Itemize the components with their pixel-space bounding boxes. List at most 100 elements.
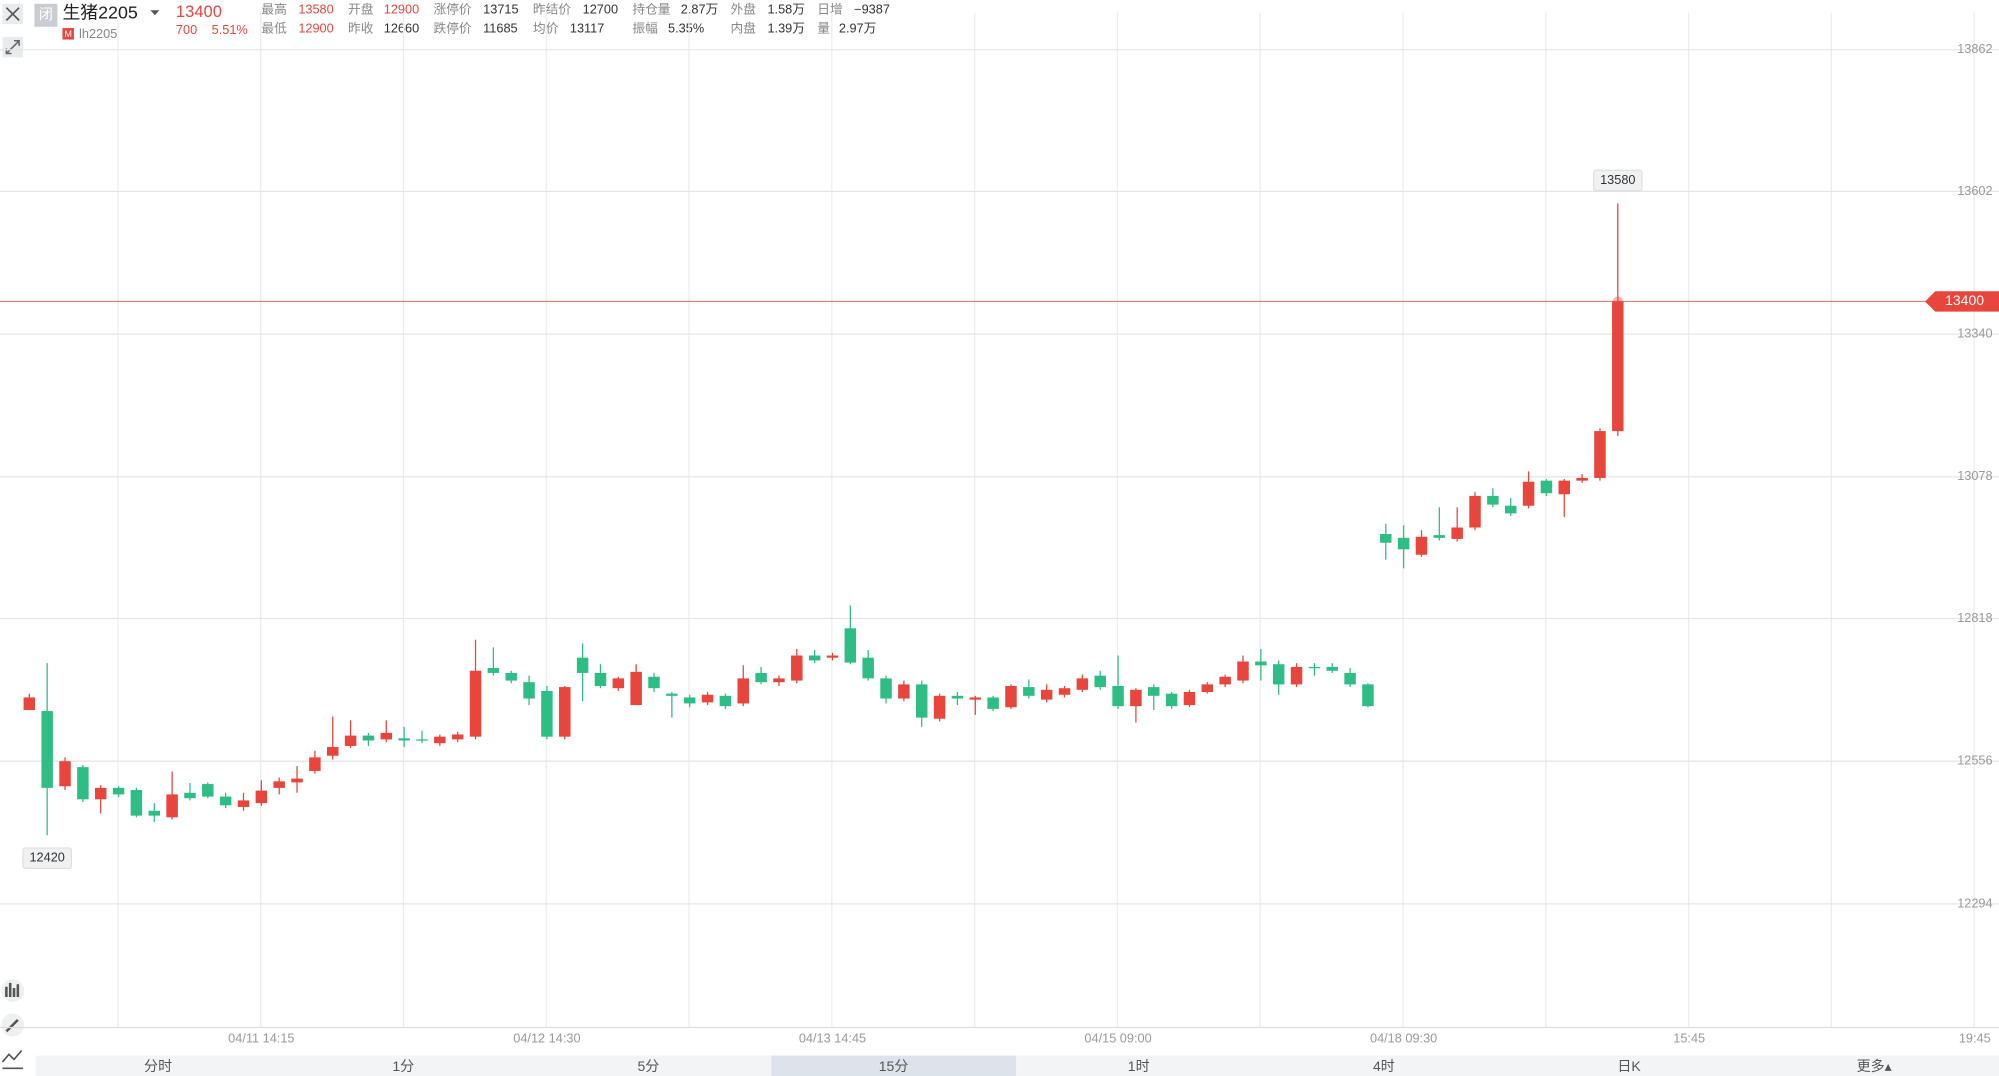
- stat-value: 2.97万: [839, 21, 877, 36]
- candle-body: [416, 739, 428, 741]
- candle-body: [1487, 495, 1499, 505]
- status: 闭: [39, 6, 53, 22]
- change-pct: 5.51%: [212, 22, 248, 37]
- candle-body: [148, 810, 160, 816]
- candle-body: [398, 738, 410, 741]
- candle-body: [933, 695, 946, 719]
- dropdown-icon[interactable]: [150, 10, 160, 16]
- period-tab[interactable]: 更多▴: [1857, 1058, 1892, 1074]
- candle-body: [1237, 661, 1249, 681]
- stat-label: 振幅: [632, 21, 658, 36]
- candle-body: [1255, 661, 1267, 666]
- compare-icon[interactable]: [1, 1049, 23, 1070]
- stat-value: 13117: [570, 21, 604, 36]
- stat-value: 12660: [384, 21, 419, 36]
- candle-body: [1308, 666, 1321, 669]
- stat-value: 12900: [384, 2, 419, 17]
- candle-body: [844, 628, 857, 663]
- extreme-label: 13580: [1600, 172, 1635, 187]
- close-icon: [5, 7, 20, 21]
- candle-body: [451, 734, 464, 740]
- stat-label: 量: [817, 21, 830, 36]
- y-tick-label: 12556: [1957, 753, 1992, 768]
- candle-body: [630, 671, 642, 706]
- candle-body: [969, 697, 982, 700]
- period-tab[interactable]: 4时: [1373, 1058, 1395, 1074]
- candle-body: [862, 657, 874, 679]
- candle-body: [1130, 689, 1142, 707]
- contract-code: lh2205: [79, 26, 117, 41]
- y-tick-label: 12818: [1957, 610, 1992, 625]
- candle-body: [880, 678, 892, 699]
- candle-body: [987, 697, 999, 709]
- candle-body: [1540, 480, 1553, 494]
- candle-body: [1272, 664, 1285, 685]
- candle-body: [1201, 684, 1214, 693]
- period-tab[interactable]: 15分: [879, 1058, 909, 1074]
- y-tick-label: 13602: [1957, 183, 1992, 198]
- stat-value: 12900: [298, 21, 333, 36]
- candle-body: [559, 687, 571, 737]
- tab-bar: [35, 1055, 1999, 1076]
- candle-body: [773, 678, 785, 683]
- stat-value: −9387: [854, 2, 890, 17]
- candle-body: [826, 655, 839, 658]
- candle-body: [523, 682, 535, 699]
- tab-selected: [771, 1055, 1017, 1076]
- candle-body: [701, 694, 714, 703]
- candle-body: [344, 735, 357, 746]
- period-tab[interactable]: 1分: [392, 1058, 414, 1074]
- candle-body: [1290, 666, 1303, 685]
- candle-body: [184, 792, 196, 799]
- candle-body: [362, 735, 375, 741]
- candle-body: [898, 684, 910, 699]
- candle-body: [648, 676, 660, 689]
- candle-body: [755, 672, 767, 683]
- quote-header: 闭 生猪2205 M lh2205 13400 700 5.51%: [34, 2, 248, 41]
- candle-body: [380, 732, 393, 740]
- stat-label: 昨收: [348, 21, 374, 36]
- x-tick-label: 15:45: [1673, 1030, 1705, 1045]
- x-tick-label: 04/18 09:30: [1370, 1030, 1437, 1045]
- x-tick-label: 19:45: [1959, 1030, 1991, 1045]
- last-price-dot: [1612, 296, 1623, 307]
- candle-body: [59, 761, 71, 787]
- stat-label: 跌停价: [433, 21, 471, 36]
- extreme-box: [22, 847, 73, 870]
- candle-body: [1344, 672, 1356, 685]
- change: 700: [176, 22, 197, 37]
- stat-label: 开盘: [348, 2, 374, 17]
- candle-body: [951, 695, 964, 699]
- candle-body: [1362, 684, 1374, 707]
- candle-body: [166, 794, 178, 818]
- market-badge: [62, 28, 74, 40]
- candle-body: [1094, 675, 1106, 688]
- stat-label: 涨停价: [433, 2, 471, 17]
- x-tick-label: 04/11 14:15: [228, 1030, 294, 1045]
- candle-body: [1469, 495, 1481, 528]
- candle-body: [327, 747, 339, 756]
- contract-name: 生猪2205: [62, 3, 137, 23]
- indicator-icon: [5, 982, 20, 997]
- candle-body: [309, 757, 321, 771]
- candle-body: [1522, 481, 1535, 506]
- market: M: [64, 29, 71, 39]
- extreme-label: 12420: [29, 850, 64, 865]
- y-tick-label: 13862: [1957, 41, 1992, 56]
- candle-body: [576, 657, 589, 673]
- last-price-tag: [1925, 291, 1999, 312]
- period-tab[interactable]: 日K: [1617, 1058, 1641, 1074]
- candle-body: [1076, 678, 1089, 690]
- candle-body: [1326, 666, 1338, 671]
- candle-body: [237, 800, 250, 807]
- stat-label: 日增: [817, 2, 842, 17]
- period-tab[interactable]: 分时: [144, 1058, 172, 1074]
- candle-body: [1576, 477, 1588, 481]
- stat-value: 1.39万: [767, 21, 805, 36]
- period-tab[interactable]: 1时: [1128, 1058, 1150, 1074]
- period-tab[interactable]: 5分: [637, 1058, 659, 1074]
- stat-label: 内盘: [731, 21, 757, 36]
- candle-body: [94, 787, 107, 800]
- candle-body: [666, 693, 678, 696]
- stat-value: 11685: [483, 21, 517, 36]
